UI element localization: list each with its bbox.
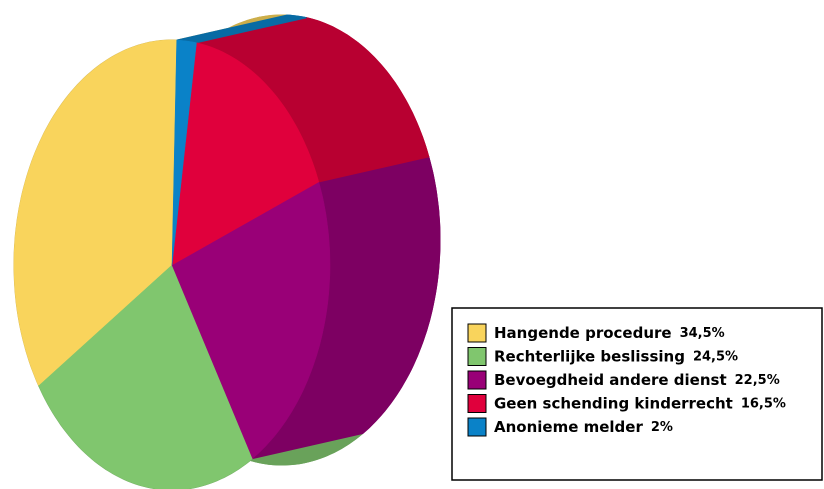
pie-slice: [38, 264, 253, 489]
pie-slice: [171, 42, 320, 266]
legend-box: [451, 307, 823, 481]
legend-label: Rechterlijke beslissing 24,5%: [494, 347, 738, 365]
legend-label: Geen schending kinderrecht 16,5%: [494, 394, 786, 412]
legend-value: 2%: [651, 420, 673, 435]
legend-name: Rechterlijke beslissing: [494, 347, 685, 365]
legend-name: Geen schending kinderrecht: [494, 394, 733, 412]
pie: [13, 14, 441, 489]
legend-swatch: [467, 394, 487, 413]
legend-swatch: [467, 347, 487, 366]
legend-name: Anonieme melder: [494, 418, 643, 436]
pie-slice: [171, 39, 197, 266]
legend-value: 22,5%: [735, 373, 780, 388]
legend-value: 24,5%: [693, 349, 738, 364]
legend-label: Bevoegdheid andere dienst 22,5%: [494, 371, 780, 389]
legend-name: Bevoegdheid andere dienst: [494, 371, 727, 389]
legend-label: Anonieme melder 2%: [494, 418, 673, 436]
legend-label: Hangende procedure 34,5%: [494, 324, 725, 342]
legend-value: 16,5%: [741, 396, 786, 411]
legend-swatch: [467, 417, 487, 437]
legend-swatch: [467, 323, 487, 343]
legend-swatch: [467, 370, 487, 390]
legend-value: 34,5%: [680, 326, 725, 341]
pie-slice: [171, 181, 331, 459]
legend-name: Hangende procedure: [494, 324, 672, 342]
pie-slice: [13, 39, 177, 387]
